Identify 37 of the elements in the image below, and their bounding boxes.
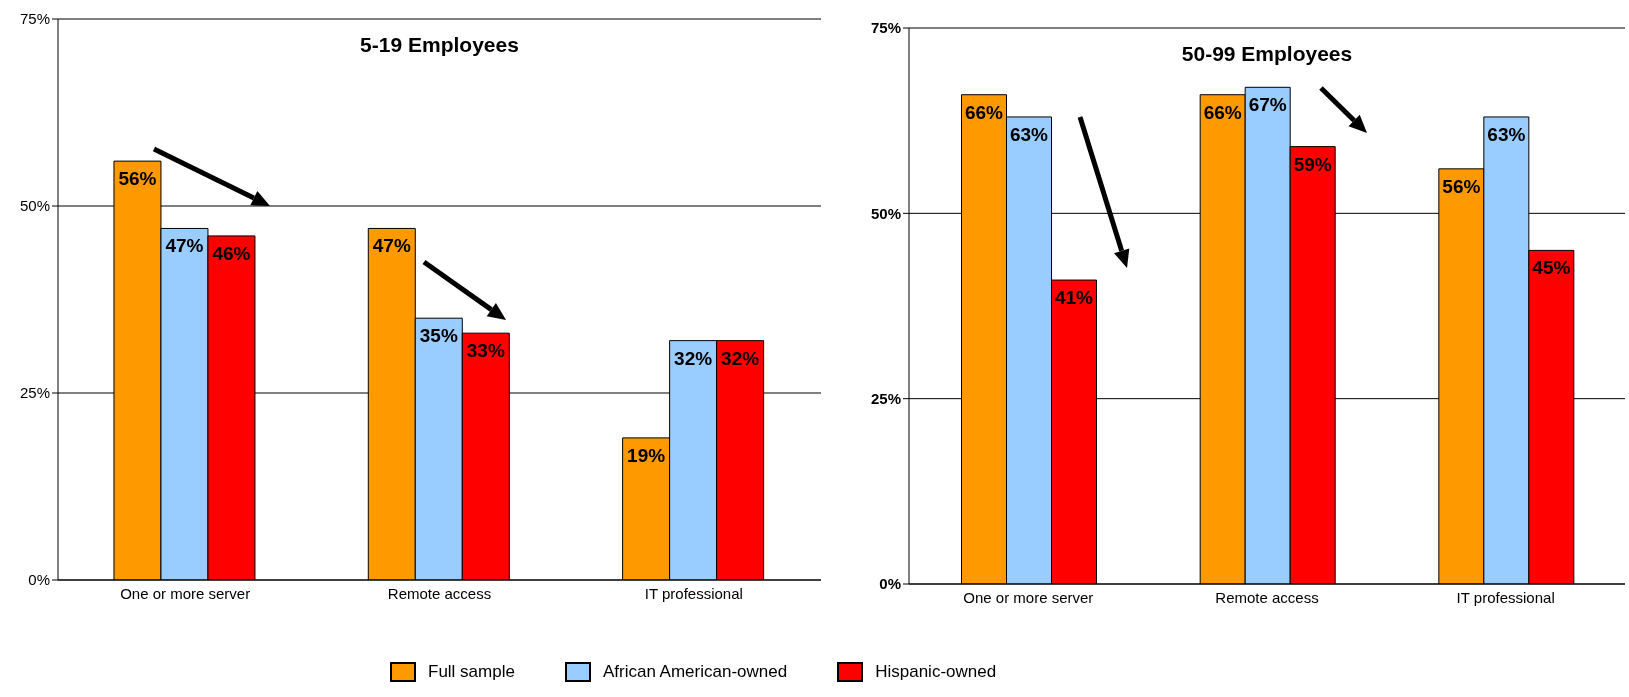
text: 5-19 Employees	[359, 33, 520, 57]
legend-label: Full sample	[428, 662, 515, 682]
y-tick-label: 50%	[19, 197, 50, 215]
x-tick-label: IT professional	[1456, 588, 1555, 606]
y-tick-label: 75%	[19, 10, 50, 28]
y-tick-label: 25%	[870, 389, 901, 407]
data-label: 32%	[721, 347, 760, 369]
data-label: 63%	[1487, 123, 1526, 145]
data-label: 47%	[372, 235, 411, 257]
data-label: 56%	[1442, 175, 1481, 197]
x-tick-label: Remote access	[1215, 588, 1319, 606]
data-label: 66%	[1203, 101, 1242, 123]
legend-label: Hispanic-owned	[875, 662, 997, 682]
text: 50-99 Employees	[1180, 42, 1354, 66]
x-tick-label: IT professional	[644, 584, 743, 602]
data-label: 66%	[964, 101, 1004, 123]
y-tick-label: 0%	[28, 571, 50, 589]
data-label: 46%	[212, 242, 251, 264]
data-label: 63%	[1009, 123, 1049, 145]
x-tick-label: Remote access	[387, 584, 492, 602]
data-label: 47%	[165, 235, 204, 257]
data-label: 59%	[1293, 153, 1332, 175]
y-tick-label: 50%	[870, 204, 901, 222]
data-label: 32%	[674, 347, 713, 369]
data-label: 33%	[466, 340, 505, 362]
y-tick-label: 0%	[879, 575, 901, 593]
x-tick-label: One or more server	[963, 588, 1094, 606]
x-tick-label: One or more server	[120, 584, 251, 602]
data-label: 35%	[419, 325, 458, 347]
y-tick-label: 75%	[870, 19, 901, 37]
data-label: 67%	[1248, 94, 1287, 116]
data-label: 45%	[1532, 257, 1571, 279]
legend-label: African American-owned	[602, 662, 788, 682]
data-label: 56%	[118, 168, 157, 190]
data-label: 19%	[627, 444, 666, 466]
data-label: 41%	[1054, 287, 1094, 309]
y-tick-label: 25%	[19, 384, 50, 402]
